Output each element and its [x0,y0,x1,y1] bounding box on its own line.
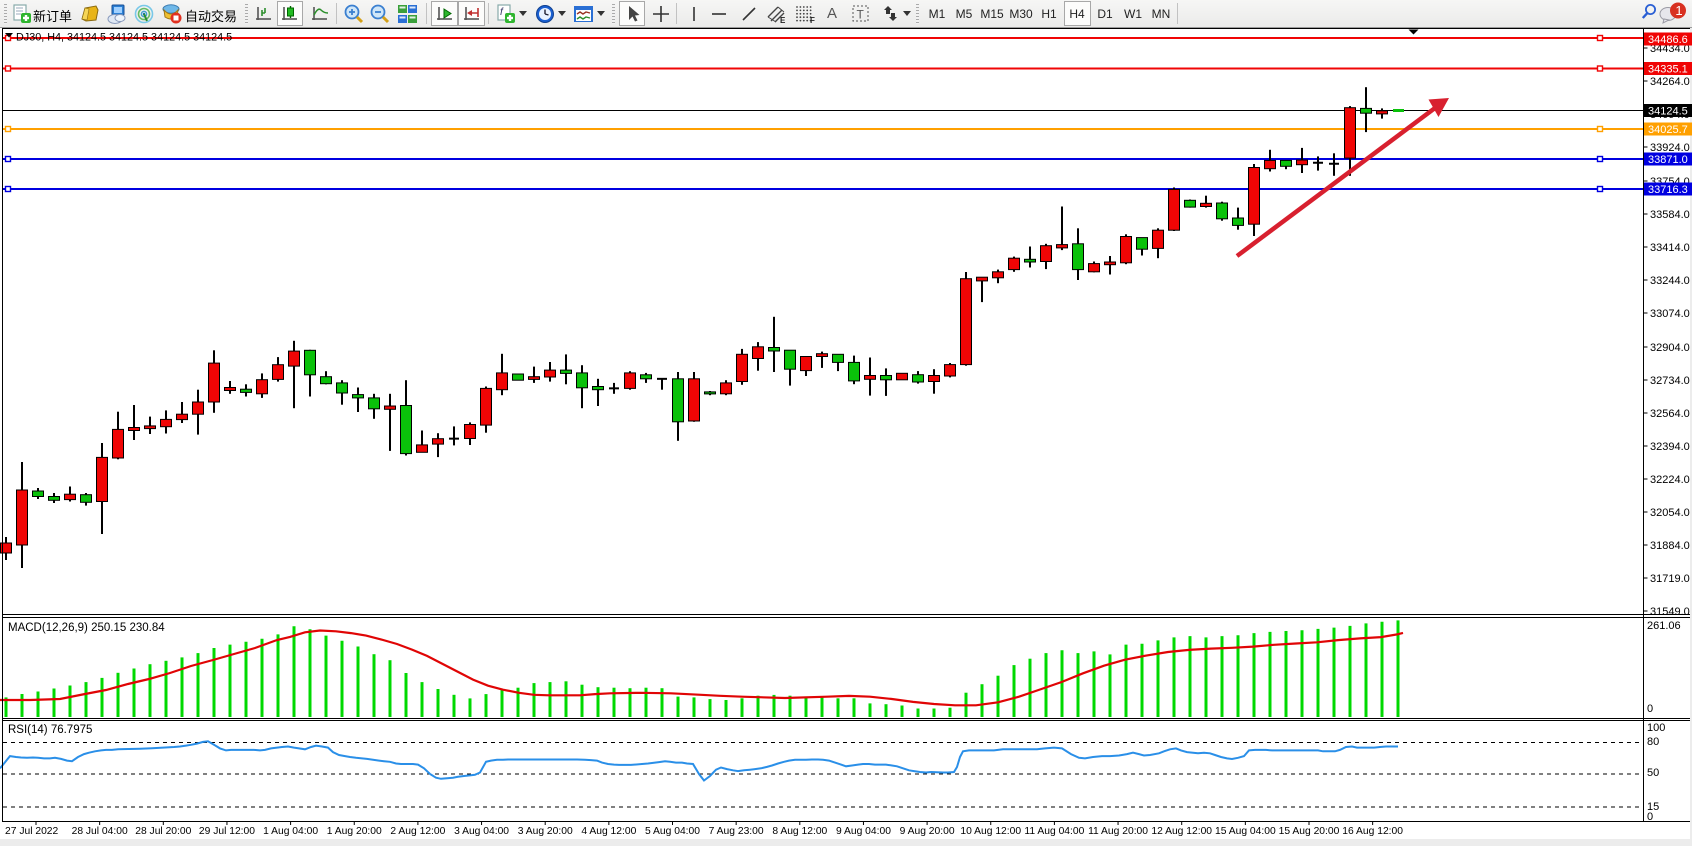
svg-text:261.06: 261.06 [1647,620,1681,632]
svg-text:34124.5: 34124.5 [1648,106,1688,118]
svg-text:4 Aug 12:00: 4 Aug 12:00 [581,826,636,837]
svg-text:0: 0 [1647,703,1653,715]
svg-text:0: 0 [1647,811,1653,823]
svg-text:F: F [810,16,815,24]
svg-text:15: 15 [1647,801,1659,813]
svg-text:33584.0: 33584.0 [1650,209,1690,221]
svg-text:34486.6: 34486.6 [1648,34,1688,46]
svg-text:1: 1 [1675,3,1682,18]
svg-text:9 Aug 20:00: 9 Aug 20:00 [900,826,955,837]
svg-text:33244.0: 33244.0 [1650,275,1690,287]
svg-text:11 Aug 04:00: 11 Aug 04:00 [1024,826,1084,837]
svg-text:32564.0: 32564.0 [1650,408,1690,420]
svg-text:32904.0: 32904.0 [1650,342,1690,354]
svg-text:12 Aug 12:00: 12 Aug 12:00 [1151,826,1212,837]
svg-text:28 Jul 04:00: 28 Jul 04:00 [72,826,128,837]
svg-text:31719.0: 31719.0 [1650,573,1690,585]
svg-text:80: 80 [1647,736,1659,748]
svg-text:10 Aug 12:00: 10 Aug 12:00 [960,826,1021,837]
svg-text:34264.0: 34264.0 [1650,76,1690,88]
svg-text:32394.0: 32394.0 [1650,441,1690,453]
svg-text:33414.0: 33414.0 [1650,242,1690,254]
svg-text:32224.0: 32224.0 [1650,474,1690,486]
svg-text:15 Aug 04:00: 15 Aug 04:00 [1215,826,1276,837]
svg-text:31549.0: 31549.0 [1650,606,1690,618]
svg-text:DJ30, H4, 34124.5 34124.5 3412: DJ30, H4, 34124.5 34124.5 34124.5 34124.… [16,32,232,44]
svg-text:33871.0: 33871.0 [1648,154,1688,166]
svg-text:32734.0: 32734.0 [1650,375,1690,387]
svg-text:3 Aug 20:00: 3 Aug 20:00 [518,826,573,837]
svg-text:33074.0: 33074.0 [1650,308,1690,320]
svg-text:2 Aug 12:00: 2 Aug 12:00 [390,826,445,837]
svg-text:34434.0: 34434.0 [1650,43,1690,55]
svg-text:3 Aug 04:00: 3 Aug 04:00 [454,826,509,837]
svg-text:50: 50 [1647,767,1659,779]
svg-text:E: E [780,16,786,24]
svg-text:28 Jul 20:00: 28 Jul 20:00 [135,826,191,837]
svg-text:RSI(14) 76.7975: RSI(14) 76.7975 [8,724,92,736]
svg-text:27 Jul 2022: 27 Jul 2022 [5,826,59,837]
svg-text:5 Aug 04:00: 5 Aug 04:00 [645,826,700,837]
svg-text:31884.0: 31884.0 [1650,540,1690,552]
svg-text:MACD(12,26,9) 250.15 230.84: MACD(12,26,9) 250.15 230.84 [8,622,165,634]
svg-text:1 Aug 20:00: 1 Aug 20:00 [327,826,382,837]
svg-text:f: f [500,7,504,18]
svg-text:1 Aug 04:00: 1 Aug 04:00 [263,826,318,837]
svg-text:33716.3: 33716.3 [1648,184,1688,196]
svg-text:7 Aug 23:00: 7 Aug 23:00 [709,826,764,837]
svg-text:8 Aug 12:00: 8 Aug 12:00 [772,826,827,837]
svg-text:34335.1: 34335.1 [1648,64,1688,76]
svg-text:11 Aug 20:00: 11 Aug 20:00 [1088,826,1148,837]
svg-text:29 Jul 12:00: 29 Jul 12:00 [199,826,255,837]
svg-text:33924.0: 33924.0 [1650,142,1690,154]
svg-text:16 Aug 12:00: 16 Aug 12:00 [1342,826,1403,837]
svg-text:100: 100 [1647,722,1665,734]
svg-text:15 Aug 20:00: 15 Aug 20:00 [1279,826,1340,837]
svg-text:9 Aug 04:00: 9 Aug 04:00 [836,826,891,837]
svg-text:32054.0: 32054.0 [1650,507,1690,519]
svg-text:34025.7: 34025.7 [1648,124,1688,136]
svg-text:T: T [857,8,865,22]
